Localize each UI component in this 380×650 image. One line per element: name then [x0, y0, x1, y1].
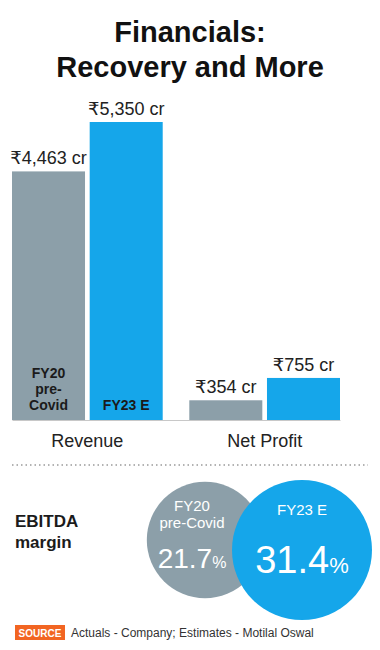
data-labels: ₹4,463 cr ₹354 cr ₹5,350 cr ₹755 cr	[10, 99, 334, 397]
legend-label: FY20pre-Covid	[29, 365, 68, 413]
bubble-category-line: FY20	[174, 497, 210, 514]
bubbles	[147, 480, 372, 620]
data-label-unit: %	[212, 554, 226, 571]
data-label: ₹4,463 cr	[10, 148, 87, 168]
x-axis: Revenue Net Profit	[13, 420, 341, 451]
bar	[90, 122, 163, 420]
bubble-category: FY23 E	[277, 501, 327, 518]
source-text: Actuals - Company; Estimates - Motilal O…	[71, 626, 314, 640]
x-tick: Net Profit	[227, 420, 302, 451]
chart-title-line: EBITDA	[15, 512, 78, 531]
x-tick-label: Net Profit	[227, 431, 302, 451]
bubble-category-line: pre-Covid	[159, 514, 224, 531]
bar	[189, 400, 262, 420]
source: SOURCE Actuals - Company; Estimates - Mot…	[15, 625, 314, 640]
data-label: 21.7%	[158, 543, 227, 574]
data-label: ₹755 cr	[273, 355, 334, 375]
data-label: 31.4%	[255, 539, 349, 581]
legend-label-line: FY23 E	[103, 397, 150, 413]
separator	[12, 464, 368, 466]
legend-label: FY23 E	[103, 397, 150, 413]
source-label: SOURCE	[19, 628, 62, 639]
bubble-labels: FY20pre-Covid 21.7% FY23 E 31.4%	[158, 497, 349, 581]
bubble-category-line: FY23 E	[277, 501, 327, 518]
chart-title-line: Financials:	[114, 16, 266, 48]
chart-svg: Financials:Recovery and More ₹4,463 cr ₹35…	[0, 0, 380, 650]
data-label: ₹5,350 cr	[88, 99, 165, 119]
source-badge	[15, 625, 65, 640]
x-tick: Revenue	[51, 420, 123, 451]
data-label-unit: %	[329, 553, 349, 578]
bar	[267, 378, 340, 420]
chart-container: Financials:Recovery and More ₹4,463 cr ₹35…	[0, 0, 380, 650]
chart-title-line: Recovery and More	[56, 51, 324, 83]
chart-title: Financials:Recovery and More	[56, 16, 324, 83]
chart-title-line: margin	[15, 533, 72, 552]
chart-title: EBITDA margin	[15, 512, 78, 552]
bubble-category: FY20pre-Covid	[159, 497, 224, 531]
legend-label-line: Covid	[29, 397, 68, 413]
legend: FY20pre-Covid FY23 E	[29, 365, 149, 413]
x-tick-label: Revenue	[51, 431, 123, 451]
bar	[12, 171, 85, 420]
x-axis-line	[13, 420, 341, 421]
legend-label-line: FY20	[32, 365, 66, 381]
data-label: ₹354 cr	[195, 377, 256, 397]
data-label-number: 21.7	[158, 543, 213, 574]
legend-label-line: pre-	[35, 381, 62, 397]
data-label-number: 31.4	[255, 539, 329, 581]
bubble	[232, 480, 372, 620]
